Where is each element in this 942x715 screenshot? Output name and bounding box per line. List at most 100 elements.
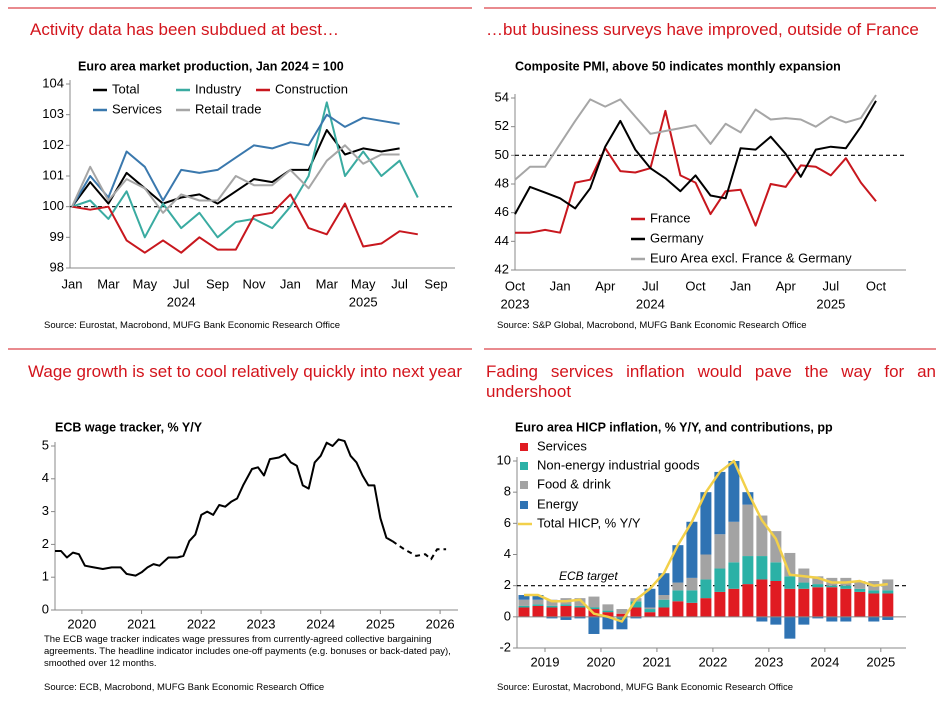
legend-label: Non-energy industrial goods	[537, 457, 700, 472]
bar-segment	[868, 616, 880, 622]
note: The ECB wage tracker indicates wage pres…	[44, 634, 451, 669]
bar-segment	[770, 580, 782, 617]
y-tick-label: 44	[495, 233, 509, 248]
bar-segment	[518, 607, 530, 617]
heading: Fading services inflation would pave the…	[486, 362, 936, 401]
bar-segment	[686, 521, 698, 578]
bar-segment	[574, 605, 586, 608]
bar-segment	[742, 556, 754, 585]
bar-segment	[882, 593, 894, 617]
reference-label: ECB target	[559, 569, 618, 583]
legend-swatch	[520, 443, 528, 451]
x-tick-label: Sep	[206, 276, 229, 291]
bar-segment	[546, 607, 558, 617]
x-tick-label: 2025	[866, 654, 895, 669]
bar-segment	[714, 568, 726, 592]
y-tick-label: 100	[42, 198, 64, 213]
legend-swatch	[520, 481, 528, 489]
bar-segment	[798, 582, 810, 589]
bar-segment	[616, 618, 628, 630]
y-tick-label: 10	[497, 452, 511, 467]
x-tick-label: 2023	[247, 616, 276, 631]
bar-segment	[826, 585, 838, 588]
x-tick-label: Sep	[424, 276, 447, 291]
bar-segment	[602, 610, 614, 613]
chart-title: Euro area market production, Jan 2024 = …	[78, 59, 344, 73]
series-line	[71, 144, 400, 214]
x-tick-label: May	[351, 276, 376, 291]
bar-segment	[714, 471, 726, 535]
y-tick-label: 3	[42, 503, 49, 518]
bar-segment	[616, 613, 628, 617]
y-tick-label: 50	[495, 147, 509, 162]
y-tick-label: 8	[504, 484, 511, 499]
x-tick-label: 2025	[366, 616, 395, 631]
x-tick-label: 2024	[810, 654, 839, 669]
y-tick-label: -2	[499, 639, 511, 654]
series-line	[391, 540, 447, 561]
legend-label: Total HICP, % Y/Y	[537, 515, 641, 530]
bar-segment	[560, 616, 572, 620]
bar-segment	[868, 593, 880, 617]
y-tick-label: 46	[495, 204, 509, 219]
bar-segment	[602, 604, 614, 611]
bar-segment	[798, 616, 810, 625]
x-tick-label: 2020	[586, 654, 615, 669]
bar-segment	[630, 616, 642, 619]
bar-segment	[756, 556, 768, 580]
bar-segment	[700, 579, 712, 599]
series-line	[515, 109, 877, 234]
x-tick-label: 2026	[426, 616, 455, 631]
y-tick-label: 54	[495, 89, 509, 104]
bar-segment	[546, 599, 558, 606]
legend-label: Germany	[650, 230, 704, 245]
y-tick-label: 48	[495, 175, 509, 190]
bar-segment	[812, 587, 824, 617]
source: Source: Eurostat, Macrobond, MUFG Bank E…	[497, 682, 794, 693]
bar-segment	[644, 612, 656, 617]
bar-segment	[812, 616, 824, 619]
x-tick-label: 2023	[754, 654, 783, 669]
x-year-label: 2024	[167, 294, 196, 309]
bar-segment	[840, 585, 852, 589]
bar-segment	[546, 616, 558, 619]
bar-segment	[770, 562, 782, 581]
bar-segment	[714, 591, 726, 617]
series-line	[514, 100, 877, 215]
bar-segment	[644, 609, 656, 613]
series-line	[71, 193, 418, 254]
bar-segment	[658, 607, 670, 617]
legend-label: France	[650, 210, 690, 225]
bar-segment	[854, 588, 866, 592]
x-tick-label: Mar	[97, 276, 120, 291]
bar-segment	[574, 616, 586, 619]
legend-label: Industry	[195, 81, 242, 96]
bar-segment	[644, 607, 656, 610]
bar-segment	[826, 616, 838, 622]
x-tick-label: 2021	[127, 616, 156, 631]
bar-segment	[532, 595, 544, 600]
bar-segment	[588, 616, 600, 634]
y-tick-label: 0	[504, 608, 511, 623]
bar-segment	[672, 601, 684, 617]
y-tick-label: 2	[42, 536, 49, 551]
legend-label: Construction	[275, 81, 348, 96]
bar-segment	[742, 492, 754, 505]
heading: Activity data has been subdued at best…	[30, 20, 340, 39]
x-tick-label: 2022	[187, 616, 216, 631]
bar-segment	[602, 612, 614, 617]
x-tick-label: 2019	[531, 654, 560, 669]
bar-segment	[672, 590, 684, 602]
bar-segment	[784, 552, 796, 577]
bar-segment	[560, 605, 572, 617]
chart-title: Composite PMI, above 50 indicates monthl…	[515, 59, 841, 73]
bar-segment	[812, 576, 824, 585]
y-tick-label: 2	[504, 577, 511, 592]
x-tick-label: Mar	[316, 276, 339, 291]
bar-segment	[518, 605, 530, 608]
heading: …but business surveys have improved, out…	[486, 20, 919, 39]
bar-segment	[686, 602, 698, 617]
bar-segment	[784, 576, 796, 589]
